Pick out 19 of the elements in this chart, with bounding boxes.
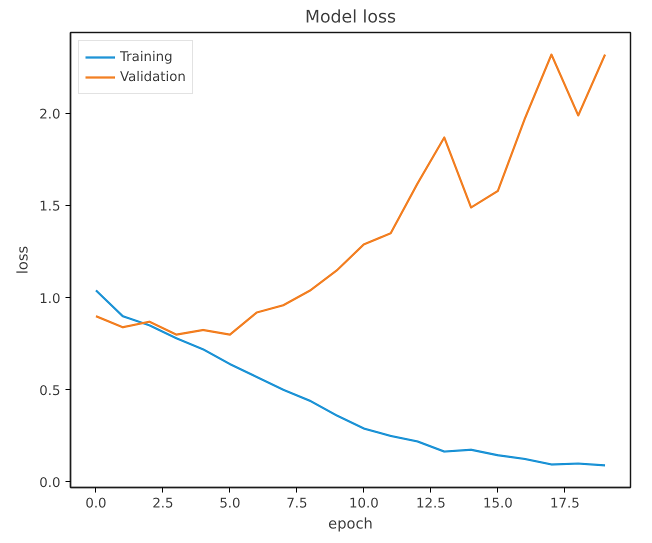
- x-tick-label: 5.0: [219, 496, 241, 512]
- y-axis-title: loss: [14, 246, 32, 274]
- y-tick-label: 2.0: [39, 108, 61, 123]
- y-tick-label: 0.5: [39, 384, 61, 399]
- x-tick-label: 0.0: [85, 496, 107, 512]
- x-tick-label: 2.5: [152, 496, 174, 512]
- legend-label: Training: [120, 50, 173, 64]
- line-series: [94, 289, 606, 466]
- chart-title: Model loss: [304, 8, 396, 28]
- x-tick-label: 15.0: [483, 496, 513, 512]
- x-axis-title: epoch: [328, 516, 373, 532]
- x-tick-label: 10.0: [349, 496, 379, 512]
- x-tick-label: 12.5: [416, 496, 446, 512]
- x-tick-label: 17.5: [550, 496, 580, 512]
- x-tick-label: 7.5: [286, 496, 308, 512]
- y-tick-label: 1.5: [39, 200, 61, 215]
- y-tick-label: 0.0: [39, 476, 61, 491]
- legend-label: Validation: [120, 70, 186, 84]
- y-tick-label: 1.0: [39, 292, 61, 307]
